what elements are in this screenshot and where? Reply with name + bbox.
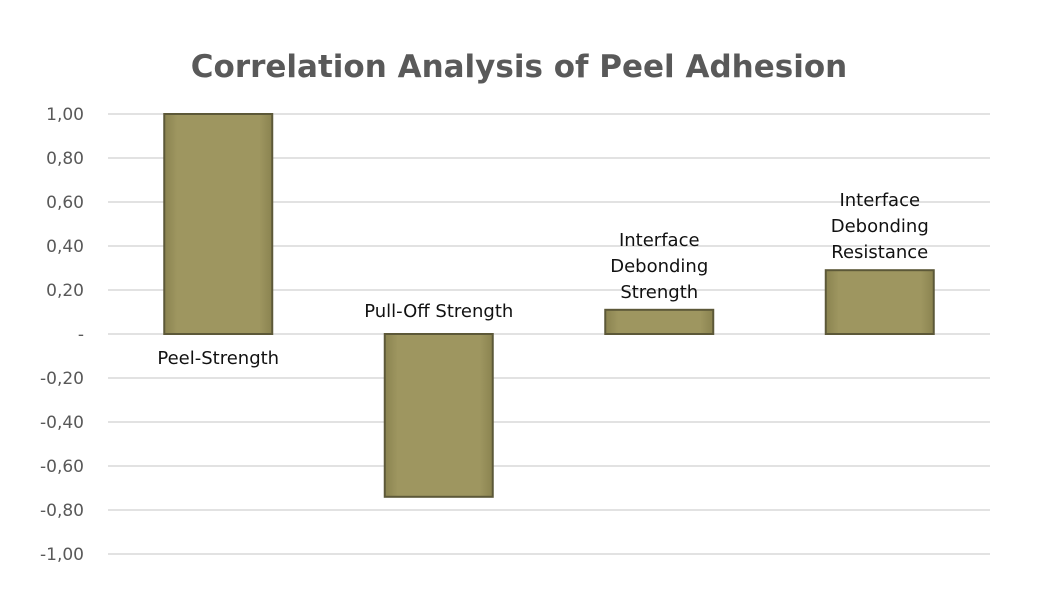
y-tick-label: 0,20 xyxy=(46,281,84,301)
y-tick-label: 1,00 xyxy=(46,105,84,125)
category-label: Interface xyxy=(839,190,920,211)
bar xyxy=(383,333,494,498)
y-tick-label: 0,40 xyxy=(46,237,84,257)
y-tick-label: -0,20 xyxy=(40,369,84,389)
y-tick-label: - xyxy=(78,325,84,345)
category-label: Resistance xyxy=(831,242,928,263)
y-tick-label: 0,80 xyxy=(46,149,84,169)
category-label: Pull-Off Strength xyxy=(364,301,513,322)
category-label: Peel-Strength xyxy=(157,348,279,369)
bar xyxy=(824,269,935,336)
bar xyxy=(604,308,715,335)
chart-title: Correlation Analysis of Peel Adhesion xyxy=(191,49,847,85)
bar xyxy=(163,113,274,335)
y-tick-label: 0,60 xyxy=(46,193,84,213)
y-tick-label: -0,80 xyxy=(40,501,84,521)
category-label: Debonding xyxy=(610,256,708,277)
category-label: Strength xyxy=(620,282,698,303)
y-tick-label: -1,00 xyxy=(40,545,84,565)
y-tick-label: -0,40 xyxy=(40,413,84,433)
category-label: Interface xyxy=(619,230,700,251)
y-tick-label: -0,60 xyxy=(40,457,84,477)
category-label: Debonding xyxy=(831,216,929,237)
